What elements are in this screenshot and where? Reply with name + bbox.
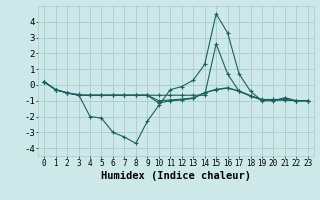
X-axis label: Humidex (Indice chaleur): Humidex (Indice chaleur) xyxy=(101,171,251,181)
